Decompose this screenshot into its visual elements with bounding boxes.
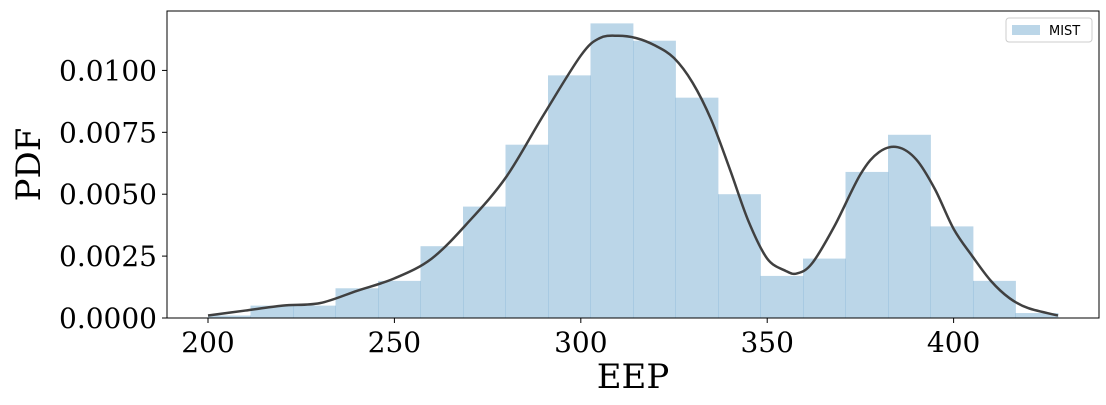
- histogram-bar: [675, 97, 719, 318]
- plot-frame: [166, 10, 1100, 319]
- histogram-bar: [463, 206, 506, 318]
- legend-box: [1005, 17, 1093, 43]
- histogram-bar: [887, 134, 931, 318]
- x-tick-label: 350: [740, 326, 793, 359]
- histogram-bar: [378, 280, 421, 318]
- histogram-bar: [293, 305, 336, 318]
- x-axis-ticks: 200 250 300 350 400: [181, 318, 980, 359]
- x-tick-label: 300: [554, 326, 607, 359]
- y-tick-label: 0.0025: [59, 240, 157, 273]
- y-tick-label: 0.0050: [59, 178, 157, 211]
- kde-curve: [207, 34, 1059, 317]
- histogram-bar: [972, 280, 1016, 318]
- y-tick-label: 0.0075: [59, 116, 157, 149]
- legend-label-mist: MIST: [1049, 24, 1080, 39]
- histogram-bar: [335, 288, 379, 318]
- histogram-bar: [590, 23, 634, 319]
- legend: MIST: [1005, 17, 1093, 43]
- histogram-bar: [1015, 313, 1059, 318]
- x-tick-label: 200: [181, 326, 234, 359]
- y-tick-label: 0.0000: [59, 302, 157, 335]
- x-axis-label: EEP: [597, 357, 670, 397]
- histogram-bar: [930, 226, 974, 318]
- x-tick-label: 400: [927, 326, 980, 359]
- histogram-bar: [760, 275, 804, 318]
- histogram-bar: [802, 258, 846, 318]
- legend-swatch-mist: [1012, 25, 1040, 35]
- histogram-bar: [505, 144, 549, 318]
- histogram-bars: [208, 23, 1059, 319]
- histogram-bar: [633, 40, 676, 318]
- kde-line: [207, 34, 1059, 317]
- y-axis-ticks: 0.0000 0.0025 0.0050 0.0075 0.0100: [59, 54, 167, 335]
- histogram-bar: [717, 194, 761, 318]
- y-tick-label: 0.0100: [59, 54, 157, 87]
- y-axis-label: PDF: [9, 128, 49, 202]
- histogram-bar: [208, 315, 251, 318]
- histogram-bar: [845, 171, 889, 318]
- histogram-bar: [548, 75, 591, 318]
- x-tick-label: 250: [368, 326, 421, 359]
- histogram-bar: [420, 246, 464, 318]
